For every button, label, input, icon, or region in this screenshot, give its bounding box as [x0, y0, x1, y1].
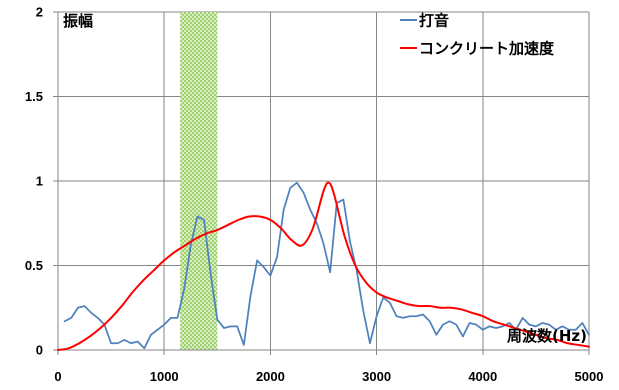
- legend-item: コンクリート加速度: [400, 40, 555, 58]
- y-tick-label: 1.5: [25, 89, 43, 104]
- x-tick-label: 4000: [468, 369, 497, 384]
- y-tick-label: 0.5: [25, 258, 43, 273]
- tap-sound-line: [63, 181, 590, 350]
- x-axis-label: 周波数(Hz): [507, 327, 587, 345]
- y-tick-label: 0: [36, 343, 43, 358]
- x-tick-label: 3000: [362, 369, 391, 384]
- x-tick-label: 1000: [150, 369, 179, 384]
- x-tick-label: 0: [54, 369, 61, 384]
- highlight-band: [180, 12, 218, 350]
- x-tick-label: 5000: [575, 369, 604, 384]
- axes: [53, 11, 590, 355]
- y-tick-label: 2: [36, 5, 43, 20]
- x-axis-tick-labels: 0 1000 2000 3000 4000 5000: [54, 369, 603, 384]
- legend-label: コンクリート加速度: [419, 40, 555, 58]
- y-axis-label: 振幅: [63, 12, 93, 30]
- gridlines: [58, 11, 590, 350]
- series-lines: [57, 181, 590, 351]
- y-tick-label: 1: [36, 174, 43, 189]
- highlight-band-layer: [180, 12, 218, 350]
- y-axis-tick-labels: 0 0.5 1 1.5 2: [25, 5, 43, 358]
- legend-label: 打音: [419, 12, 449, 30]
- x-tick-label: 2000: [256, 369, 285, 384]
- legend-item: 打音: [400, 12, 449, 30]
- concrete-acceleration-line: [57, 181, 590, 351]
